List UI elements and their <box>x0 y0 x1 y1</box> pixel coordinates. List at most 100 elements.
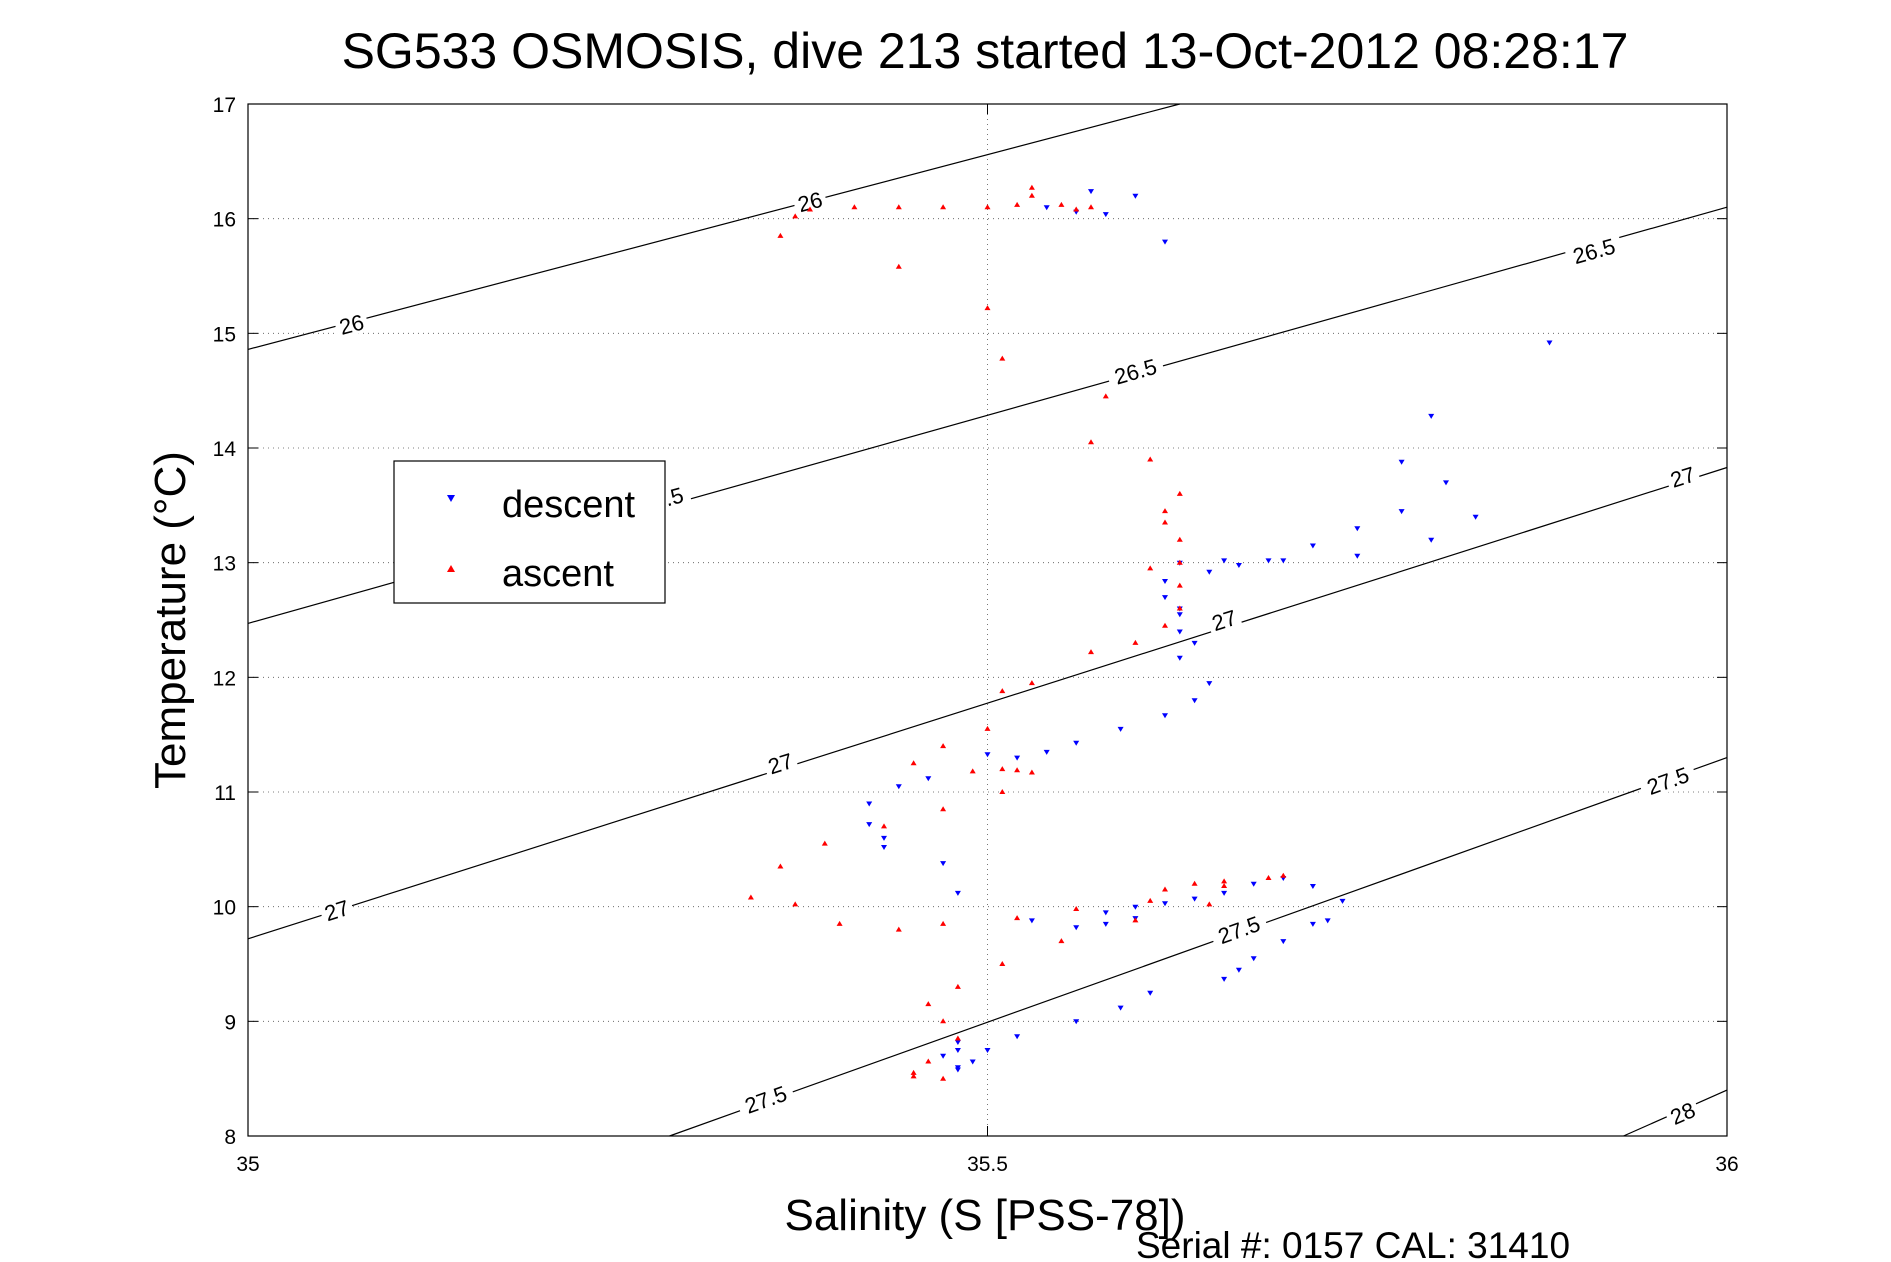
ascent-point <box>1176 559 1183 565</box>
ascent-point <box>910 1069 917 1075</box>
x-tick-label: 35 <box>236 1153 259 1176</box>
legend-ascent-label: ascent <box>502 553 614 595</box>
descent-point <box>1324 918 1331 924</box>
x-tick-label: 35.5 <box>967 1153 1008 1176</box>
descent-point <box>1443 480 1449 486</box>
descent-point <box>954 1067 961 1073</box>
ascent-point <box>1162 622 1168 628</box>
ascent-point <box>1191 880 1198 886</box>
ascent-point <box>984 725 991 731</box>
ascent-point <box>1058 938 1065 944</box>
descent-point <box>954 1048 961 1053</box>
descent-point <box>1176 655 1183 661</box>
descent-point <box>1014 755 1021 761</box>
descent-point <box>1221 890 1228 896</box>
descent-point <box>1176 612 1183 618</box>
descent-point <box>940 861 947 867</box>
descent-point <box>881 835 887 841</box>
legend-ascent-marker <box>447 565 455 572</box>
descent-point <box>866 801 873 807</box>
ascent-point <box>792 213 799 219</box>
descent-point <box>1117 726 1124 732</box>
descent-point <box>1265 558 1272 564</box>
ascent-point <box>1028 192 1035 198</box>
ascent-point <box>1176 536 1183 542</box>
ascent-point <box>940 1018 947 1024</box>
axis-ticks: 35 35.5 36 8 9 10 11 12 13 14 15 16 17 <box>213 94 1739 1176</box>
ascent-point <box>1088 649 1094 655</box>
ascent-point <box>925 1058 932 1064</box>
descent-point <box>1073 1019 1080 1025</box>
descent-point <box>1309 921 1316 927</box>
ascent-point <box>747 894 754 900</box>
descent-point <box>1280 939 1287 945</box>
ascent-point <box>999 688 1006 694</box>
ascent-point <box>1162 886 1168 892</box>
descent-point <box>984 752 991 758</box>
descent-point <box>925 776 932 782</box>
ascent-point <box>984 305 991 311</box>
ascent-point <box>836 920 843 926</box>
descent-point <box>1117 1005 1124 1011</box>
ascent-point <box>1147 565 1154 571</box>
ascent-point <box>1221 883 1228 888</box>
ascent-point <box>1014 767 1021 773</box>
descent-point <box>881 845 887 850</box>
descent-point <box>1028 918 1035 924</box>
descent-point <box>1191 698 1198 704</box>
ascent-point <box>1162 508 1168 514</box>
descent-point <box>895 784 902 790</box>
descent-point <box>1398 509 1405 515</box>
contour-label-bg <box>1662 1094 1702 1130</box>
contour-label-26: 26 <box>332 307 370 340</box>
descent-point <box>1221 976 1228 982</box>
ascent-point <box>1162 519 1168 525</box>
ascent-point <box>1058 201 1065 207</box>
contour-label-26: 26 <box>791 184 829 217</box>
descent-point <box>1162 713 1168 719</box>
descent-point <box>1147 990 1154 996</box>
ascent-point <box>1028 769 1035 775</box>
ascent-point <box>807 206 813 212</box>
ascent-point <box>1176 490 1183 496</box>
descent-point <box>1472 514 1479 520</box>
ascent-point <box>999 355 1006 361</box>
density-contour-26 <box>247 103 1180 350</box>
ascent-point <box>969 768 976 774</box>
ascent-point <box>1014 201 1021 207</box>
legend: descent ascent <box>393 460 666 604</box>
descent-point <box>866 822 873 828</box>
contour-label-bg <box>1204 602 1243 636</box>
descent-point <box>1043 205 1050 211</box>
ascent-point <box>895 926 902 932</box>
ascent-point <box>925 1001 932 1007</box>
descent-point <box>1428 413 1435 419</box>
descent-point <box>1206 569 1213 575</box>
descent-point <box>984 1048 991 1053</box>
y-tick-label: 9 <box>224 1011 236 1034</box>
descent-point <box>1339 898 1346 904</box>
ascent-point <box>1176 605 1183 611</box>
ascent-point <box>999 961 1006 966</box>
ascent-point <box>954 1035 961 1041</box>
y-tick-label: 14 <box>213 438 237 461</box>
chart-title: SG533 OSMOSIS, dive 213 started 13-Oct-2… <box>342 23 1629 79</box>
descent-point <box>1176 629 1183 635</box>
descent-point <box>1102 921 1109 927</box>
ascent-point <box>1176 582 1183 588</box>
data-points <box>747 184 1553 1081</box>
contour-label-bg <box>734 1077 796 1120</box>
ascent-point <box>910 1073 917 1079</box>
contour-label-27: 27 <box>317 892 356 926</box>
descent-point <box>1546 340 1553 346</box>
ascent-point <box>984 204 991 210</box>
descent-point <box>1088 189 1094 195</box>
ascent-point <box>851 204 858 210</box>
ascent-point <box>821 840 828 846</box>
descent-point <box>1354 553 1361 559</box>
descent-point <box>1309 543 1316 549</box>
descent-point <box>1043 749 1050 755</box>
descent-point <box>1102 910 1109 916</box>
ascent-point <box>1073 206 1080 212</box>
